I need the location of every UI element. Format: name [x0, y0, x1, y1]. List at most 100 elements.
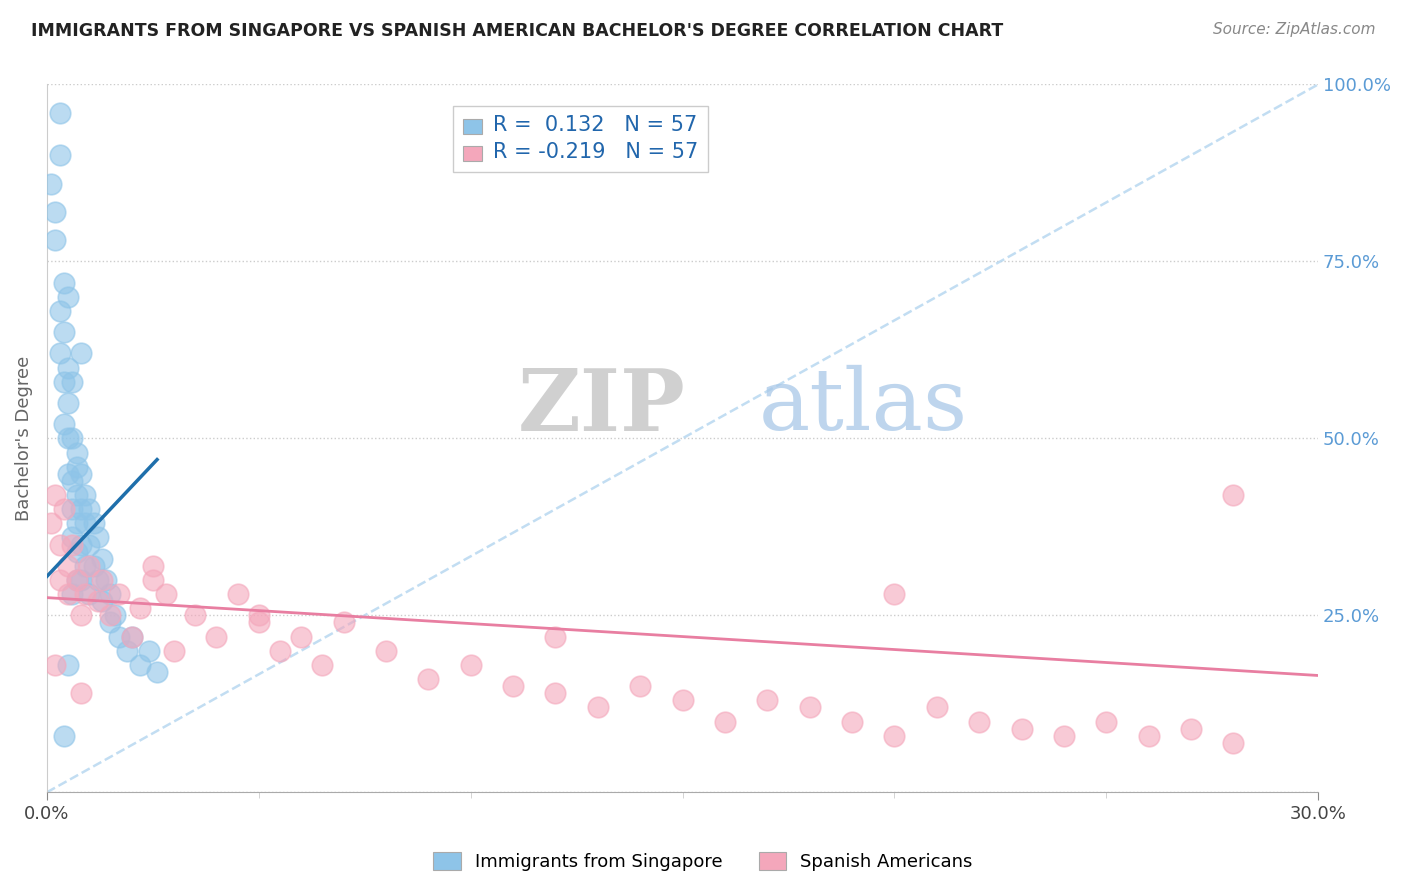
Point — [1053, 729, 1076, 743]
Point — [69, 573, 91, 587]
Point — [756, 693, 779, 707]
Point — [146, 665, 169, 679]
Point — [87, 531, 110, 545]
Point — [60, 474, 83, 488]
Point — [65, 459, 87, 474]
Point — [100, 587, 122, 601]
Point — [96, 573, 118, 587]
Point — [925, 700, 948, 714]
Point — [60, 375, 83, 389]
Point — [65, 573, 87, 587]
Point — [69, 346, 91, 360]
Point — [247, 608, 270, 623]
Point — [52, 729, 75, 743]
Point — [60, 587, 83, 601]
Point — [77, 537, 100, 551]
Point — [39, 516, 62, 531]
Point — [586, 700, 609, 714]
Point — [544, 686, 567, 700]
Point — [1222, 488, 1244, 502]
Point — [77, 502, 100, 516]
Point — [129, 657, 152, 672]
Point — [52, 325, 75, 339]
Point — [247, 615, 270, 630]
Point — [269, 644, 291, 658]
Point — [48, 346, 70, 360]
Point — [290, 630, 312, 644]
Point — [48, 537, 70, 551]
Point — [56, 467, 79, 481]
Point — [56, 360, 79, 375]
Point — [52, 375, 75, 389]
Text: atlas: atlas — [759, 365, 967, 448]
Point — [163, 644, 186, 658]
Point — [48, 105, 70, 120]
Point — [628, 679, 651, 693]
Point — [73, 587, 96, 601]
Point — [100, 615, 122, 630]
Point — [60, 431, 83, 445]
Point — [91, 551, 114, 566]
Point — [44, 233, 66, 247]
Point — [56, 558, 79, 573]
Point — [883, 587, 905, 601]
Point — [73, 516, 96, 531]
Point — [121, 630, 143, 644]
Y-axis label: Bachelor's Degree: Bachelor's Degree — [15, 356, 32, 521]
Point — [142, 558, 165, 573]
Point — [69, 467, 91, 481]
Point — [121, 630, 143, 644]
Point — [69, 537, 91, 551]
Point — [91, 594, 114, 608]
Point — [311, 657, 333, 672]
Point — [841, 714, 863, 729]
Point — [77, 558, 100, 573]
Point — [69, 502, 91, 516]
Point — [226, 587, 249, 601]
Point — [967, 714, 990, 729]
Point — [108, 630, 131, 644]
Text: ZIP: ZIP — [517, 365, 685, 449]
Point — [65, 488, 87, 502]
Point — [205, 630, 228, 644]
Point — [56, 290, 79, 304]
Point — [544, 630, 567, 644]
Point — [48, 148, 70, 162]
Point — [138, 644, 160, 658]
Point — [502, 679, 524, 693]
Point — [129, 601, 152, 615]
Point — [104, 608, 127, 623]
Point — [374, 644, 396, 658]
Point — [1011, 722, 1033, 736]
Point — [883, 729, 905, 743]
Point — [69, 608, 91, 623]
Point — [65, 516, 87, 531]
Point — [73, 558, 96, 573]
Point — [65, 573, 87, 587]
Point — [56, 396, 79, 410]
Point — [83, 558, 105, 573]
Point — [44, 657, 66, 672]
Point — [39, 177, 62, 191]
Point — [73, 488, 96, 502]
Point — [714, 714, 737, 729]
Point — [332, 615, 354, 630]
Point — [52, 276, 75, 290]
Point — [184, 608, 207, 623]
Text: Source: ZipAtlas.com: Source: ZipAtlas.com — [1212, 22, 1375, 37]
Point — [671, 693, 693, 707]
Point — [91, 573, 114, 587]
Point — [77, 587, 100, 601]
Text: IMMIGRANTS FROM SINGAPORE VS SPANISH AMERICAN BACHELOR'S DEGREE CORRELATION CHAR: IMMIGRANTS FROM SINGAPORE VS SPANISH AME… — [31, 22, 1004, 40]
Point — [87, 594, 110, 608]
Point — [83, 516, 105, 531]
Legend: Immigrants from Singapore, Spanish Americans: Immigrants from Singapore, Spanish Ameri… — [426, 845, 980, 879]
Point — [108, 587, 131, 601]
Point — [1095, 714, 1118, 729]
Point — [65, 445, 87, 459]
Point — [100, 608, 122, 623]
Point — [56, 587, 79, 601]
Point — [48, 573, 70, 587]
Point — [60, 531, 83, 545]
Legend: R =  0.132   N = 57, R = -0.219   N = 57: R = 0.132 N = 57, R = -0.219 N = 57 — [453, 105, 709, 172]
